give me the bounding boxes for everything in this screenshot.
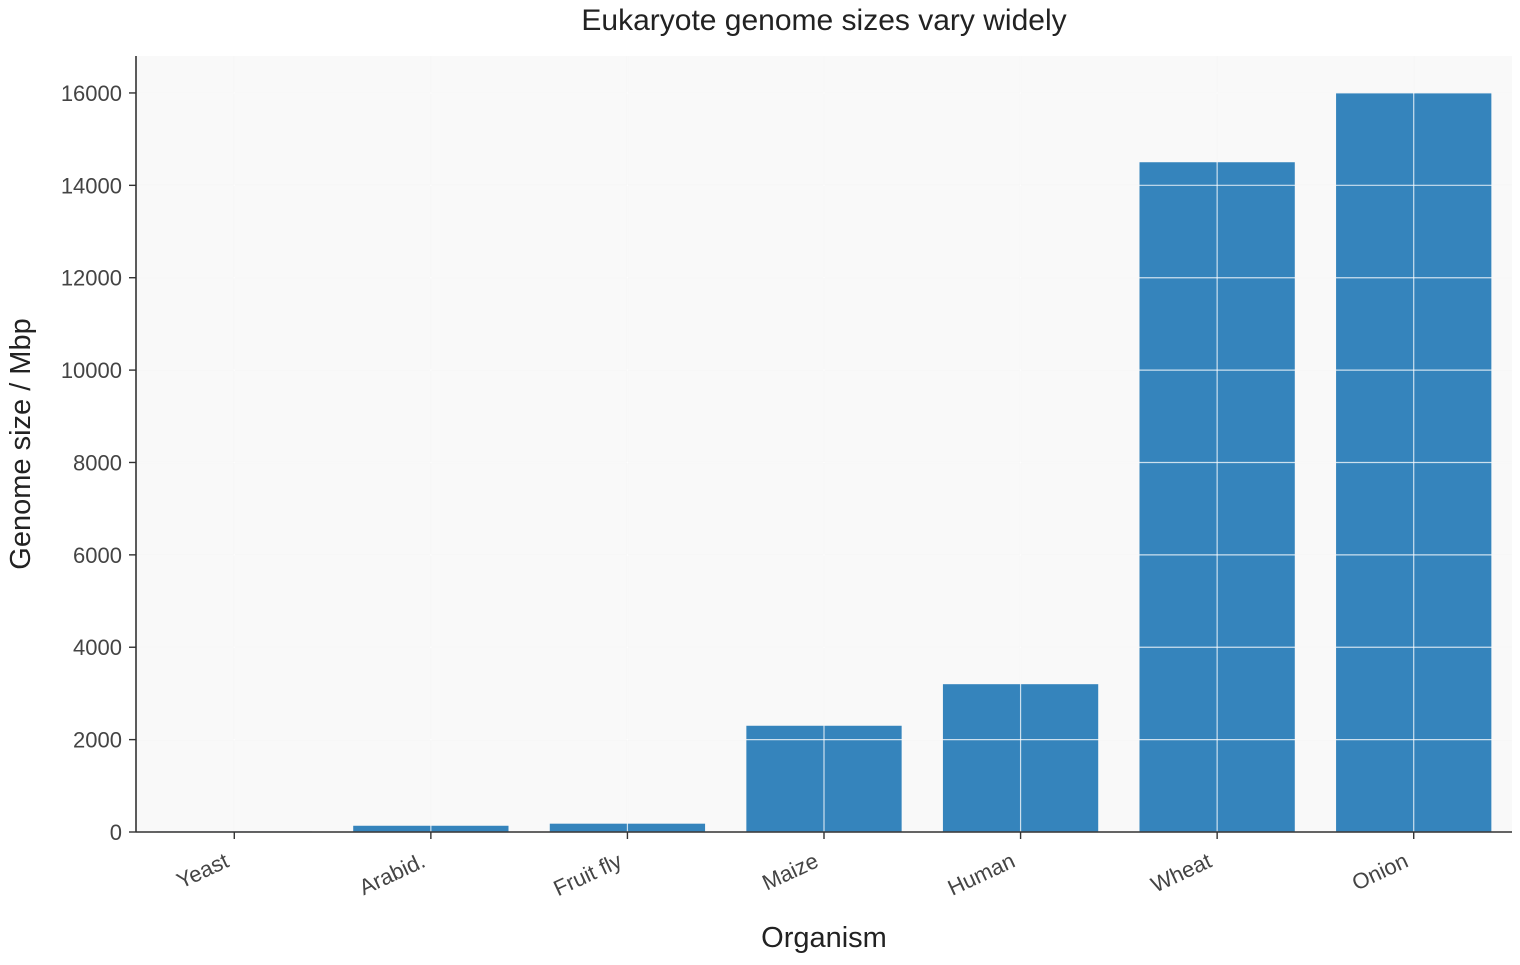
- y-tick-label: 10000: [61, 358, 122, 383]
- y-tick-label: 8000: [73, 450, 122, 475]
- y-tick-label: 0: [110, 820, 122, 845]
- y-axis-label: Genome size / Mbp: [5, 318, 37, 569]
- y-tick-label: 14000: [61, 173, 122, 198]
- x-tick-label: Fruit fly: [550, 848, 626, 901]
- chart-title: Eukaryote genome sizes vary widely: [581, 4, 1066, 37]
- x-tick-label: Onion: [1348, 848, 1412, 895]
- x-tick-label: Wheat: [1147, 848, 1215, 898]
- axes: [129, 56, 1512, 839]
- x-tick-label: Human: [944, 848, 1019, 901]
- x-tick-label: Arabid.: [355, 848, 429, 900]
- y-tick-label: 12000: [61, 266, 122, 291]
- x-tick-label: Maize: [758, 848, 822, 895]
- x-tick-label: Yeast: [173, 848, 233, 894]
- x-axis-label: Organism: [761, 922, 887, 954]
- y-tick-label: 16000: [61, 81, 122, 106]
- y-tick-label: 4000: [73, 635, 122, 660]
- y-tick-label: 6000: [73, 543, 122, 568]
- y-tick-label: 2000: [73, 728, 122, 753]
